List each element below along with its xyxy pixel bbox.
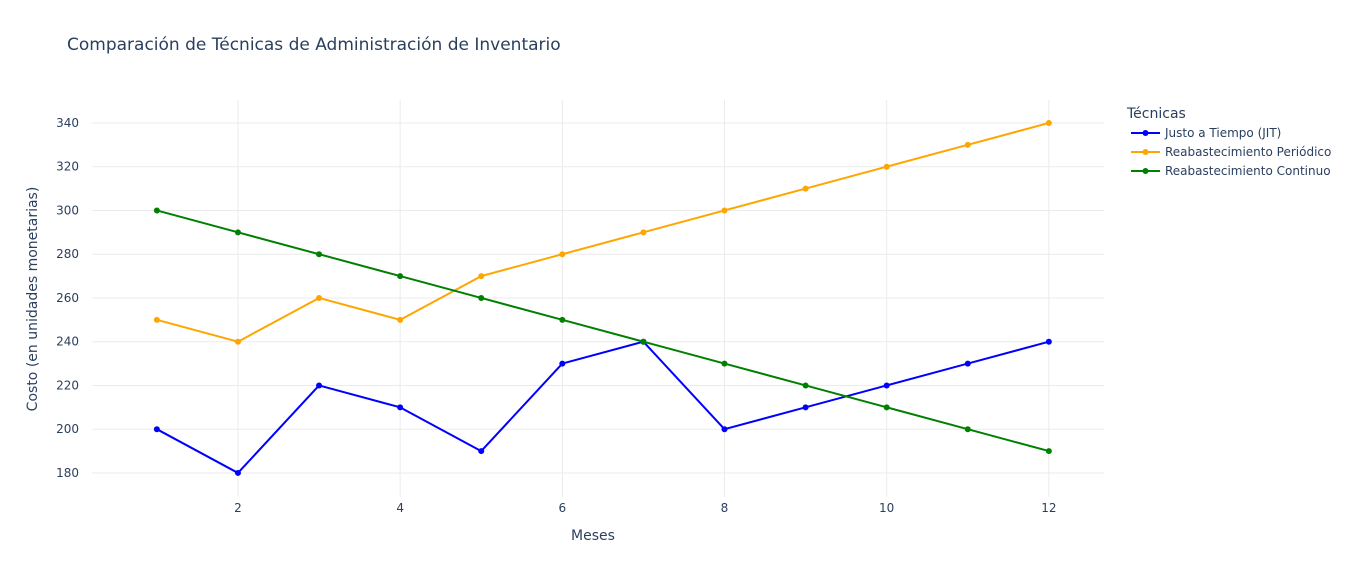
x-tick-label: 10 (879, 501, 894, 515)
y-tick-label: 220 (56, 378, 79, 392)
data-point-justo-a-tiempo-jit[interactable] (883, 382, 890, 389)
data-point-justo-a-tiempo-jit[interactable] (478, 448, 485, 455)
data-point-reabastecimiento-continuo[interactable] (234, 229, 241, 236)
series-line-reabastecimiento-continuo (156, 209, 1050, 453)
y-tick-label: 320 (56, 160, 79, 174)
y-tick-label: 280 (56, 247, 79, 261)
x-tick-label: 8 (721, 501, 729, 515)
y-axis-ticks: 180 200 220 240 260 280 300 320 340 (56, 116, 79, 480)
legend-label: Reabastecimiento Periódico (1165, 145, 1331, 159)
data-point-reabastecimiento-periodico[interactable] (316, 294, 323, 301)
data-point-justo-a-tiempo-jit[interactable] (964, 360, 971, 367)
x-tick-label: 12 (1041, 501, 1056, 515)
data-point-reabastecimiento-continuo[interactable] (883, 404, 890, 411)
data-point-reabastecimiento-periodico[interactable] (964, 141, 971, 148)
data-point-justo-a-tiempo-jit[interactable] (234, 469, 241, 476)
data-point-reabastecimiento-continuo[interactable] (478, 294, 485, 301)
x-axis-title: Meses (571, 528, 615, 544)
legend-swatch-marker (1142, 130, 1149, 136)
legend-title: Técnicas (1126, 106, 1186, 122)
x-tick-label: 6 (559, 501, 567, 515)
y-tick-label: 300 (56, 203, 79, 217)
legend-swatch-marker (1142, 149, 1149, 155)
data-point-reabastecimiento-continuo[interactable] (802, 382, 809, 389)
data-point-reabastecimiento-continuo[interactable] (964, 426, 971, 433)
y-tick-label: 260 (56, 291, 79, 305)
series-reabastecimiento-periodico (153, 119, 1052, 345)
data-point-justo-a-tiempo-jit[interactable] (316, 382, 323, 389)
legend-label: Justo a Tiempo (JIT) (1164, 126, 1281, 140)
data-point-reabastecimiento-periodico[interactable] (640, 229, 647, 236)
series-justo-a-tiempo-jit (153, 338, 1052, 476)
series-line-reabastecimiento-periodico (156, 122, 1050, 343)
data-point-reabastecimiento-periodico[interactable] (153, 316, 160, 323)
data-point-reabastecimiento-continuo[interactable] (559, 316, 566, 323)
data-point-justo-a-tiempo-jit[interactable] (802, 404, 809, 411)
data-point-justo-a-tiempo-jit[interactable] (1045, 338, 1052, 345)
data-point-justo-a-tiempo-jit[interactable] (153, 426, 160, 433)
data-point-reabastecimiento-periodico[interactable] (721, 207, 728, 214)
series-line-justo-a-tiempo-jit (156, 340, 1050, 474)
data-point-justo-a-tiempo-jit[interactable] (559, 360, 566, 367)
chart-title: Comparación de Técnicas de Administració… (67, 35, 561, 55)
data-point-reabastecimiento-periodico[interactable] (559, 251, 566, 258)
data-point-reabastecimiento-continuo[interactable] (397, 273, 404, 280)
grid (92, 100, 1104, 497)
y-axis-title: Costo (en unidades monetarias) (25, 187, 41, 412)
y-tick-label: 340 (56, 116, 79, 130)
legend-item-justo-a-tiempo-jit[interactable]: Justo a Tiempo (JIT) (1131, 126, 1281, 140)
legend-items[interactable]: Justo a Tiempo (JIT) Reabastecimiento Per… (1131, 126, 1331, 178)
y-tick-label: 240 (56, 335, 79, 349)
data-point-reabastecimiento-periodico[interactable] (1045, 119, 1052, 126)
legend-swatch-marker (1142, 168, 1149, 174)
legend-item-reabastecimiento-continuo[interactable]: Reabastecimiento Continuo (1131, 164, 1331, 178)
series-layer (153, 119, 1052, 476)
y-tick-label: 200 (56, 422, 79, 436)
data-point-justo-a-tiempo-jit[interactable] (721, 426, 728, 433)
data-point-reabastecimiento-periodico[interactable] (478, 273, 485, 280)
x-axis-ticks: 2 4 6 8 10 12 (234, 501, 1056, 515)
data-point-reabastecimiento-continuo[interactable] (640, 338, 647, 345)
legend-item-reabastecimiento-periodico[interactable]: Reabastecimiento Periódico (1131, 145, 1331, 159)
series-reabastecimiento-continuo (153, 207, 1052, 455)
data-point-reabastecimiento-continuo[interactable] (721, 360, 728, 367)
x-tick-label: 4 (396, 501, 404, 515)
data-point-reabastecimiento-continuo[interactable] (153, 207, 160, 214)
data-point-reabastecimiento-periodico[interactable] (234, 338, 241, 345)
x-tick-label: 2 (234, 501, 242, 515)
legend-label: Reabastecimiento Continuo (1165, 164, 1331, 178)
data-point-justo-a-tiempo-jit[interactable] (397, 404, 404, 411)
y-tick-label: 180 (56, 466, 79, 480)
data-point-reabastecimiento-continuo[interactable] (316, 251, 323, 258)
data-point-reabastecimiento-continuo[interactable] (1045, 448, 1052, 455)
data-point-reabastecimiento-periodico[interactable] (802, 185, 809, 192)
legend[interactable]: Técnicas Justo a Tiempo (JIT) Reabastecim… (1126, 106, 1331, 178)
data-point-reabastecimiento-periodico[interactable] (397, 316, 404, 323)
data-point-reabastecimiento-periodico[interactable] (883, 163, 890, 170)
